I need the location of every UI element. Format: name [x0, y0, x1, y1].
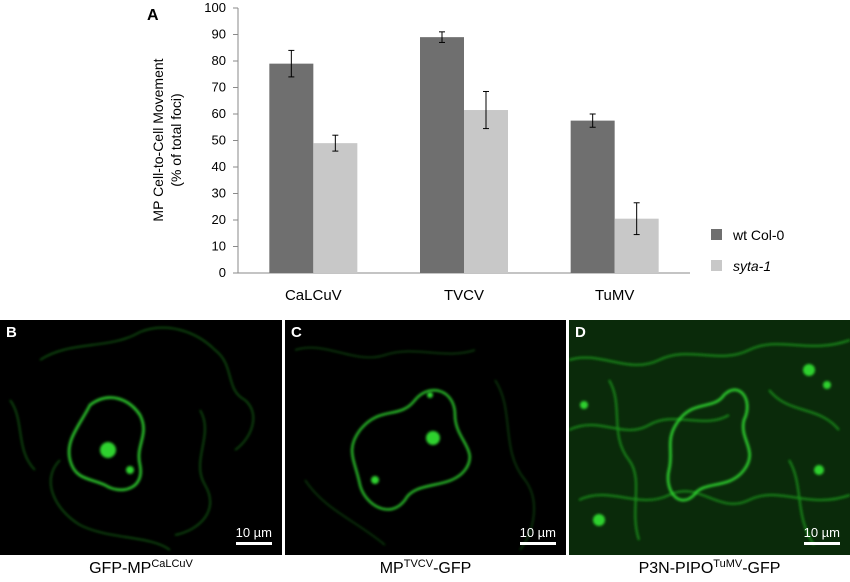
legend-swatch [711, 260, 722, 271]
bar [313, 143, 358, 273]
caption-d-tail: -GFP [742, 560, 781, 577]
legend-swatch [711, 229, 722, 240]
caption-c-sup: TVCV [403, 558, 434, 570]
caption-b-sup: CaLCuV [151, 558, 193, 570]
micrograph-image-b [9, 327, 254, 551]
y-tick-label: 10 [212, 239, 226, 254]
y-tick-label: 80 [212, 53, 226, 68]
scale-label-c: 10 µm [519, 525, 556, 540]
scale-label-b: 10 µm [235, 525, 272, 540]
caption-c-main: MP [379, 560, 404, 577]
bar [570, 120, 615, 273]
category-label: TVCV [444, 287, 484, 304]
category-label: TuMV [595, 287, 634, 304]
y-axis-title-line2: (% of total foci) [168, 93, 184, 186]
y-tick-label: 50 [212, 133, 226, 148]
scale-bar-d: 10 µm [804, 526, 840, 545]
bars [269, 31, 659, 274]
caption-b: GFP-MPCaLCuV [0, 558, 282, 578]
micrograph-image-c [294, 347, 535, 551]
panel-tag-c: C [291, 324, 302, 341]
panel-tag-b: B [6, 324, 17, 341]
caption-d-sup: TuMV [713, 558, 743, 570]
y-tick-label: 60 [212, 106, 226, 121]
y-tick-label: 30 [212, 186, 226, 201]
y-tick-label: 20 [212, 212, 226, 227]
caption-b-main: GFP-MP [89, 560, 152, 577]
legend-label: syta-1 [733, 258, 771, 274]
micrograph-panel-d: D 10 µm [569, 320, 850, 555]
legend-label: wt Col-0 [732, 227, 785, 243]
y-tick-label: 70 [212, 80, 226, 95]
scale-bar-b: 10 µm [236, 526, 272, 545]
scale-line-c [519, 542, 556, 545]
y-tick-label: 90 [212, 27, 226, 42]
bar [464, 110, 508, 274]
panel-letter-a: A [147, 7, 159, 24]
legend: wt Col-0 syta-1 [711, 227, 785, 274]
caption-d-main: P3N-PIPO [638, 560, 714, 577]
bar [269, 63, 314, 274]
scale-line-b [235, 542, 272, 545]
scale-line-d [803, 542, 840, 545]
micrograph-panel-c: C 10 µm [285, 320, 566, 555]
caption-c: MPTVCV-GFP [285, 558, 566, 578]
micrograph-image-d [569, 320, 850, 555]
micrograph-panel-b: B 10 µm [0, 320, 282, 555]
y-tick-label: 100 [204, 0, 226, 15]
panel-tag-d: D [575, 324, 586, 341]
y-tick-label: 40 [212, 159, 226, 174]
y-axis-ticks: 0 10 20 30 40 50 60 70 80 90 100 [204, 0, 238, 280]
bar [420, 37, 464, 274]
scale-label-d: 10 µm [803, 525, 840, 540]
y-tick-label: 0 [219, 265, 226, 280]
y-axis-title-line1: MP Cell-to-Cell Movement [150, 58, 166, 221]
caption-d: P3N-PIPOTuMV-GFP [569, 558, 850, 578]
caption-c-tail: -GFP [433, 560, 472, 577]
category-label: CaLCuV [285, 287, 342, 304]
category-labels: CaLCuV TVCV TuMV [285, 287, 634, 304]
scale-bar-c: 10 µm [520, 526, 556, 545]
